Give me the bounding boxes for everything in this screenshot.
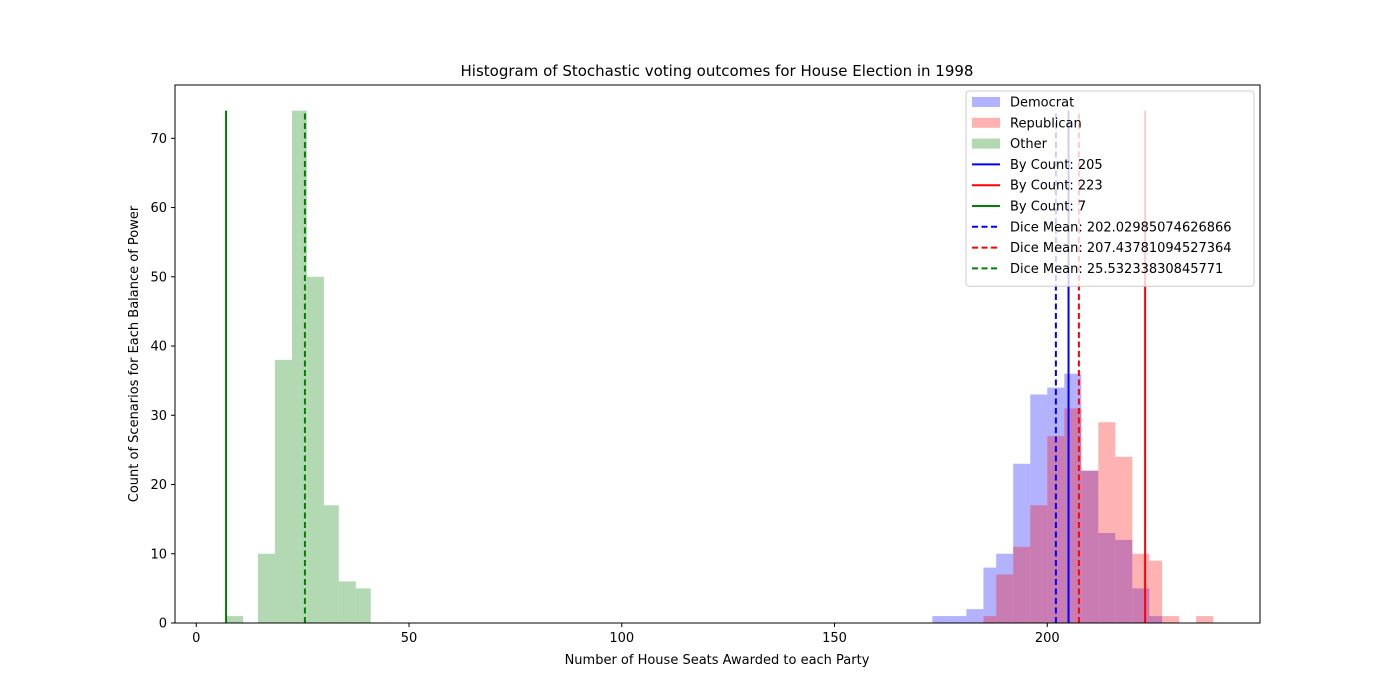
legend-label-by-count-7: By Count: 7 — [1010, 200, 1086, 215]
other-bar — [274, 359, 293, 623]
republican-bar — [1115, 456, 1133, 623]
x-tick-label: 0 — [192, 631, 200, 646]
other-bar — [338, 581, 356, 623]
legend-label-republican: Republican — [1010, 116, 1082, 131]
other-bar — [306, 276, 324, 623]
x-tick-label: 150 — [822, 631, 847, 646]
legend-label-by-count-205: By Count: 205 — [1010, 158, 1103, 173]
x-tick-label: 200 — [1035, 631, 1060, 646]
legend-swatch-other — [972, 138, 1000, 149]
x-tick-label: 50 — [401, 631, 418, 646]
other-bar — [257, 553, 275, 623]
republican-bar — [1047, 436, 1065, 623]
legend-label-other: Other — [1010, 137, 1048, 152]
y-tick-label: 70 — [150, 132, 167, 147]
republican-bar — [1030, 505, 1048, 623]
legend-label-by-count-223: By Count: 223 — [1010, 179, 1103, 194]
democrat-bar — [983, 567, 997, 623]
republican-bar — [1098, 422, 1116, 623]
other-bar — [323, 505, 339, 623]
legend-label-dice-mean-202-02985074626866: Dice Mean: 202.02985074626866 — [1010, 220, 1232, 235]
x-tick-label: 100 — [609, 631, 634, 646]
plot-frame — [174, 84, 1261, 624]
republican-bar — [1013, 546, 1031, 623]
legend-label-dice-mean-25-53233830845771: Dice Mean: 25.53233830845771 — [1010, 262, 1223, 277]
legend-box — [965, 90, 1255, 287]
legend: Democrat Republican Other By Count: 205 By C… — [965, 90, 1255, 287]
republican-bar — [996, 574, 1014, 623]
chart-title: Histogram of Stochastic voting outcomes … — [461, 62, 974, 80]
y-tick-label: 10 — [150, 547, 167, 562]
x-axis-title: Number of House Seats Awarded to each Pa… — [565, 653, 870, 668]
democrat-bar — [966, 609, 984, 623]
other-bar — [355, 588, 371, 623]
democrat-bar — [1030, 394, 1048, 623]
y-axis-title: Count of Scenarios for Each Balance of P… — [127, 205, 142, 502]
legend-swatch-democrat — [972, 97, 1000, 107]
democrat-bar — [932, 616, 950, 623]
democrat-bar — [1081, 470, 1099, 623]
republican-bar — [1132, 553, 1150, 623]
y-tick-label: 20 — [150, 478, 167, 493]
y-tick-label: 40 — [150, 340, 167, 355]
legend-label-dice-mean-207-43781094527364: Dice Mean: 207.43781094527364 — [1010, 241, 1232, 256]
democrat-bar — [1098, 532, 1116, 623]
other-bar — [292, 110, 307, 624]
axis-ticks: 0 50 100 150 200 0 10 20 30 40 50 60 70 — [150, 132, 1059, 646]
y-tick-label: 0 — [159, 617, 167, 632]
republican-bar — [1149, 560, 1163, 623]
plot-area — [225, 110, 1214, 624]
republican-bar — [1081, 470, 1099, 623]
democrat-bar — [949, 616, 967, 623]
legend-swatch-republican — [972, 117, 1000, 128]
y-tick-label: 50 — [150, 270, 167, 285]
democrat-bar — [1115, 539, 1133, 623]
democrat-bar — [996, 553, 1014, 623]
other-bar — [226, 616, 244, 623]
y-tick-label: 60 — [150, 201, 167, 216]
legend-label-democrat: Democrat — [1010, 96, 1074, 111]
republican-bar — [983, 616, 997, 623]
democrat-bar — [1013, 463, 1031, 623]
y-tick-label: 30 — [150, 409, 167, 424]
republican-bar — [1196, 616, 1214, 623]
republican-bar — [1162, 616, 1180, 623]
democrat-bar — [1149, 616, 1163, 623]
